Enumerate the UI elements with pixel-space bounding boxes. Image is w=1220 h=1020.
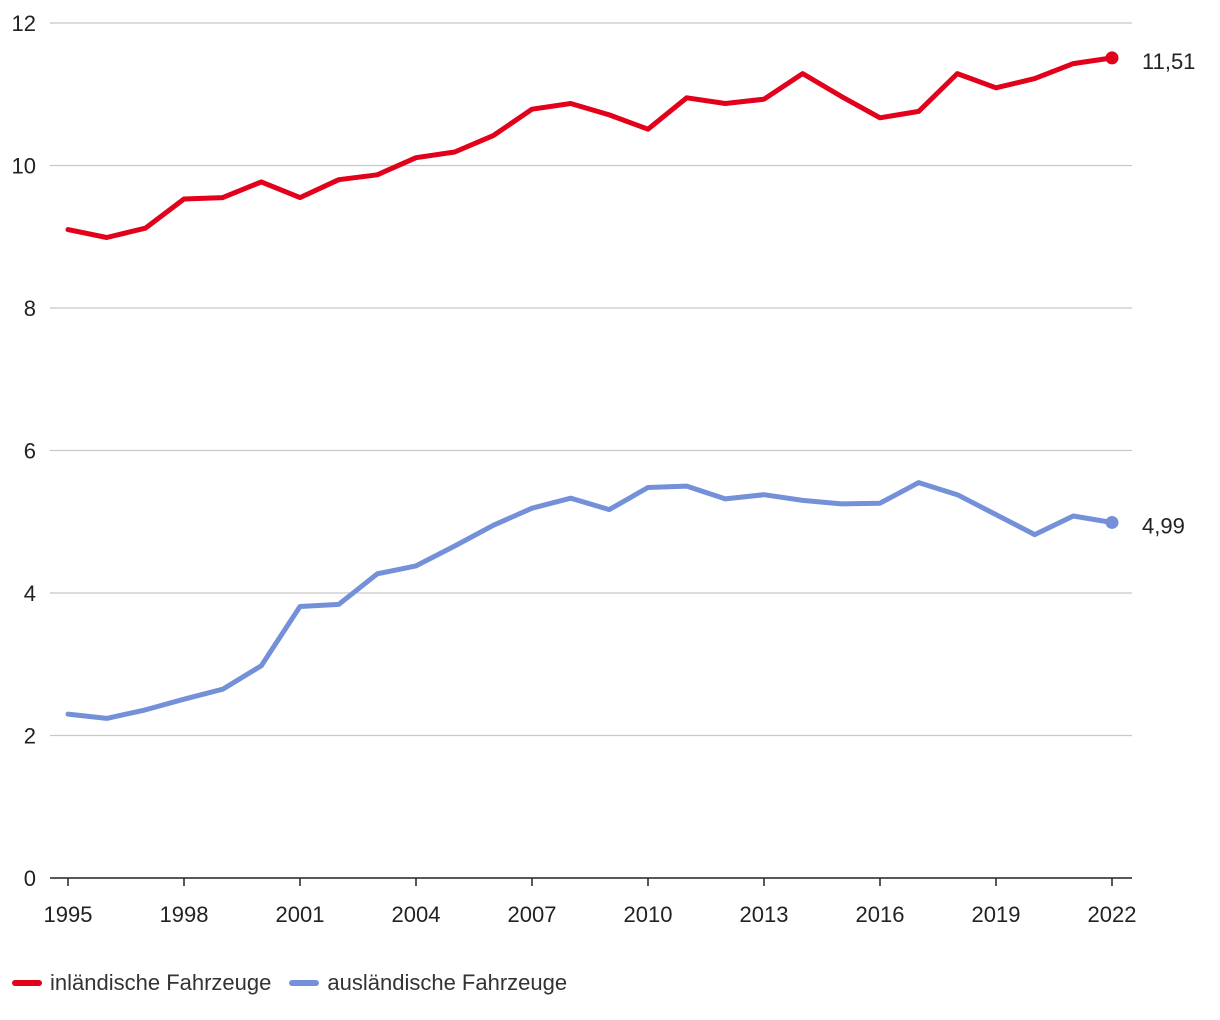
y-tick-label-2: 2 bbox=[24, 724, 36, 749]
legend: inländische Fahrzeuge ausländische Fahrz… bbox=[12, 970, 567, 996]
series-end-point-0 bbox=[1105, 51, 1119, 65]
x-tick-label-2013: 2013 bbox=[740, 902, 789, 927]
series-line-0 bbox=[65, 55, 1115, 240]
x-tick-label-2016: 2016 bbox=[856, 902, 905, 927]
legend-swatch-inland bbox=[12, 980, 42, 986]
line-chart: 0 2 4 6 8 10 12 1995 1998 2001 2004 2007 2010 2013 201… bbox=[12, 11, 1196, 927]
x-tick-label-2019: 2019 bbox=[972, 902, 1021, 927]
series-end-label-0: 11,51 bbox=[1142, 49, 1195, 74]
legend-label-foreign: ausländische Fahrzeuge bbox=[327, 970, 568, 995]
y-tick-label-8: 8 bbox=[24, 296, 36, 321]
x-tick-label-1998: 1998 bbox=[160, 902, 209, 927]
series-line-1 bbox=[65, 480, 1115, 721]
y-tick-label-0: 0 bbox=[24, 866, 36, 891]
y-tick-label-12: 12 bbox=[12, 11, 36, 36]
y-tick-label-6: 6 bbox=[24, 439, 36, 464]
x-tick-label-1995: 1995 bbox=[44, 902, 93, 927]
legend-swatch-foreign bbox=[289, 980, 320, 986]
series-end-label-1: 4,99 bbox=[1142, 513, 1185, 538]
y-tick-label-4: 4 bbox=[24, 581, 36, 606]
x-tick-label-2010: 2010 bbox=[624, 902, 673, 927]
x-tick-label-2001: 2001 bbox=[276, 902, 325, 927]
legend-item-foreign: ausländische Fahrzeuge bbox=[289, 970, 567, 996]
legend-item-inland: inländische Fahrzeuge bbox=[12, 970, 271, 996]
series-end-point-1 bbox=[1105, 515, 1119, 529]
x-tick-label-2022: 2022 bbox=[1088, 902, 1137, 927]
y-tick-label-10: 10 bbox=[12, 154, 36, 179]
legend-label-inland: inländische Fahrzeuge bbox=[50, 970, 272, 995]
x-tick-label-2007: 2007 bbox=[508, 902, 557, 927]
x-tick-label-2004: 2004 bbox=[392, 902, 441, 927]
